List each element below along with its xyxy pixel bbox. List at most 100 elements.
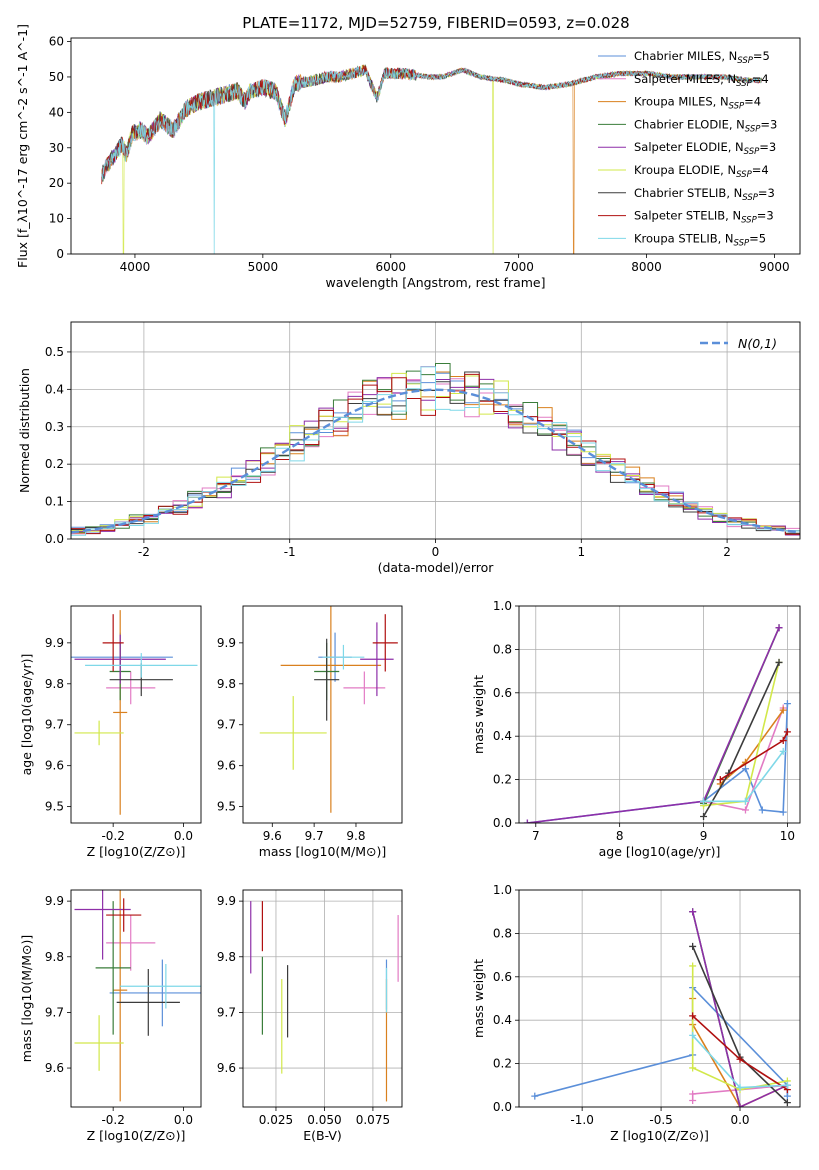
series-marker bbox=[689, 908, 697, 916]
legend-label: Chabrier ELODIE, NSSP=3 bbox=[634, 117, 777, 134]
residuals-hist bbox=[71, 362, 800, 539]
massweight_vs_Z-xtick-label: -1.0 bbox=[570, 1113, 593, 1127]
series-line bbox=[527, 627, 780, 823]
massweight_vs_age-frame bbox=[518, 605, 801, 824]
massweight_vs_age-ytick-label: 0.6 bbox=[493, 686, 512, 700]
legend-count: =5 bbox=[749, 231, 766, 245]
age_vs_mass-points bbox=[259, 606, 398, 813]
spectrum-ytick-label: 0 bbox=[56, 247, 64, 261]
residuals-ytick-label: 0.5 bbox=[45, 345, 64, 359]
residuals-ytick-label: 0.4 bbox=[45, 382, 64, 396]
age_vs_mass-xlabel: mass [log10(M/M⊙)] bbox=[259, 844, 387, 859]
massweight_vs_Z-xtick-label: -0.5 bbox=[649, 1113, 672, 1127]
mass_vs_Z-ytick-label: 9.9 bbox=[45, 894, 64, 908]
series-marker bbox=[783, 1092, 791, 1100]
series-line bbox=[691, 911, 788, 1107]
legend-subscript: SSP bbox=[744, 147, 760, 157]
series-line bbox=[527, 703, 789, 823]
legend-label: Kroupa ELODIE, NSSP=4 bbox=[634, 163, 769, 180]
massweight_vs_Z-ytick-label: 0.2 bbox=[493, 1057, 512, 1071]
spectrum-frame bbox=[70, 37, 801, 255]
massweight_vs_Z-ytick-label: 0.6 bbox=[493, 970, 512, 984]
massweight_vs_age-lines bbox=[523, 624, 791, 823]
series-marker bbox=[783, 700, 791, 708]
massweight_vs_age-ytick-label: 0.0 bbox=[493, 816, 512, 830]
series-marker bbox=[779, 737, 787, 745]
age_vs_mass-xtick-label: 9.8 bbox=[346, 829, 365, 843]
legend-count: =3 bbox=[757, 209, 774, 223]
legend-count: =3 bbox=[758, 186, 775, 200]
series-marker bbox=[783, 728, 791, 736]
mass_vs_Z-ylabel: mass [log10(M/M⊙)] bbox=[19, 935, 34, 1063]
age_vs_mass-frame bbox=[242, 605, 403, 824]
massweight_vs_Z-ytick-label: 0.8 bbox=[493, 926, 512, 940]
legend-label: Salpeter ELODIE, NSSP=3 bbox=[634, 140, 776, 157]
legend-count: =3 bbox=[760, 117, 777, 131]
spectrum-xtick-label: 7000 bbox=[503, 260, 534, 274]
massweight_vs_Z-lines bbox=[531, 908, 791, 1107]
mass_vs_ebv-xtick-label: 0.050 bbox=[307, 1113, 341, 1127]
residuals-ylabel: Normed distribution bbox=[17, 368, 32, 493]
mass_vs_ebv-axes: 0.025 0.050 0.075 9.6 9.7 9.8 9.9 E(B-V) bbox=[217, 890, 402, 1143]
age_vs_Z-xlabel: Z [log10(Z/Z⊙)] bbox=[87, 844, 186, 859]
residuals-xtick-label: 2 bbox=[723, 545, 731, 559]
series-marker bbox=[741, 765, 749, 773]
age_vs_mass-xtick-label: 9.7 bbox=[305, 829, 324, 843]
legend-label: N(0,1) bbox=[738, 336, 777, 351]
legend-subscript: SSP bbox=[742, 193, 758, 203]
mass_vs_ebv-frame bbox=[242, 889, 403, 1108]
age_vs_mass-ytick-label: 9.5 bbox=[217, 800, 236, 814]
series-marker bbox=[783, 1081, 791, 1089]
massweight_vs_age-axes: 7 8 9 10 0.0 0.2 0.4 0.6 0.8 1.0 age [log10(age/yr… bbox=[471, 599, 800, 859]
spectrum-ytick-label: 50 bbox=[49, 70, 64, 84]
mass_vs_Z-xtick-label: 0.0 bbox=[174, 1113, 193, 1127]
residuals-ytick-label: 0.0 bbox=[45, 532, 64, 546]
age_vs_mass-axes: 9.6 9.7 9.8 9.5 9.6 9.7 9.8 9.9 mass [log10(M/M⊙… bbox=[217, 636, 386, 859]
mass_vs_Z-points bbox=[74, 890, 201, 1102]
age_vs_mass-xtick-label: 9.6 bbox=[263, 829, 282, 843]
spectrum-axes: 4000 5000 6000 7000 8000 9000 0 10 20 30 40 50 60 wav… bbox=[15, 24, 790, 290]
series-marker bbox=[531, 1092, 539, 1100]
massweight_vs_Z-ytick-label: 0.4 bbox=[493, 1013, 512, 1027]
residuals-ytick-label: 0.1 bbox=[45, 495, 64, 509]
series-marker bbox=[523, 819, 531, 823]
mass_vs_ebv-ytick-label: 9.9 bbox=[217, 894, 236, 908]
residuals-ytick-label: 0.3 bbox=[45, 420, 64, 434]
series-marker bbox=[689, 1012, 697, 1020]
legend-count: =5 bbox=[753, 49, 770, 63]
mass_vs_Z-xtick-label: -0.2 bbox=[101, 1113, 124, 1127]
age_vs_Z-ytick-label: 9.7 bbox=[45, 718, 64, 732]
spectrum-xtick-label: 8000 bbox=[631, 260, 662, 274]
age_vs_Z-points bbox=[71, 610, 198, 815]
massweight_vs_age-xtick-label: 9 bbox=[700, 829, 708, 843]
spectrum-legend: Chabrier MILES, NSSP=5 Salpeter MILES, NS… bbox=[598, 49, 777, 248]
legend-subscript: SSP bbox=[734, 238, 750, 248]
spectrum-ylabel: Flux [f_λ10^-17 erg cm^-2 s^-1 A^-1] bbox=[15, 24, 30, 268]
legend-subscript: SSP bbox=[729, 102, 745, 112]
legend-count: =4 bbox=[752, 163, 769, 177]
series-marker bbox=[758, 806, 766, 814]
legend-label: Salpeter STELIB, NSSP=3 bbox=[634, 209, 774, 226]
legend-subscript: SSP bbox=[736, 170, 752, 180]
series-marker bbox=[736, 1083, 744, 1091]
age_vs_Z-xtick-label: -0.2 bbox=[101, 829, 124, 843]
residuals-xtick-label: 0 bbox=[432, 545, 440, 559]
mass_vs_Z-xlabel: Z [log10(Z/Z⊙)] bbox=[87, 1128, 186, 1143]
massweight_vs_Z-xlabel: Z [log10(Z/Z⊙)] bbox=[610, 1128, 709, 1143]
spectrum-ytick-label: 60 bbox=[49, 35, 64, 49]
mass_vs_ebv-ytick-label: 9.7 bbox=[217, 1005, 236, 1019]
massweight_vs_Z-frame bbox=[518, 889, 801, 1108]
residuals-xtick-label: -1 bbox=[284, 545, 296, 559]
age_vs_Z-ytick-label: 9.5 bbox=[45, 800, 64, 814]
age_vs_Z-ylabel: age [log10(age/yr)] bbox=[19, 654, 34, 776]
series-marker bbox=[736, 1055, 744, 1063]
residuals-xtick-label: 1 bbox=[577, 545, 585, 559]
series-marker bbox=[689, 1096, 697, 1104]
series-marker bbox=[689, 1090, 697, 1098]
legend-count: =4 bbox=[744, 95, 761, 109]
series-marker bbox=[775, 658, 783, 666]
mass_vs_Z-ytick-label: 9.6 bbox=[45, 1061, 64, 1075]
legend-subscript: SSP bbox=[736, 79, 752, 89]
spectrum-xtick-label: 9000 bbox=[759, 260, 790, 274]
